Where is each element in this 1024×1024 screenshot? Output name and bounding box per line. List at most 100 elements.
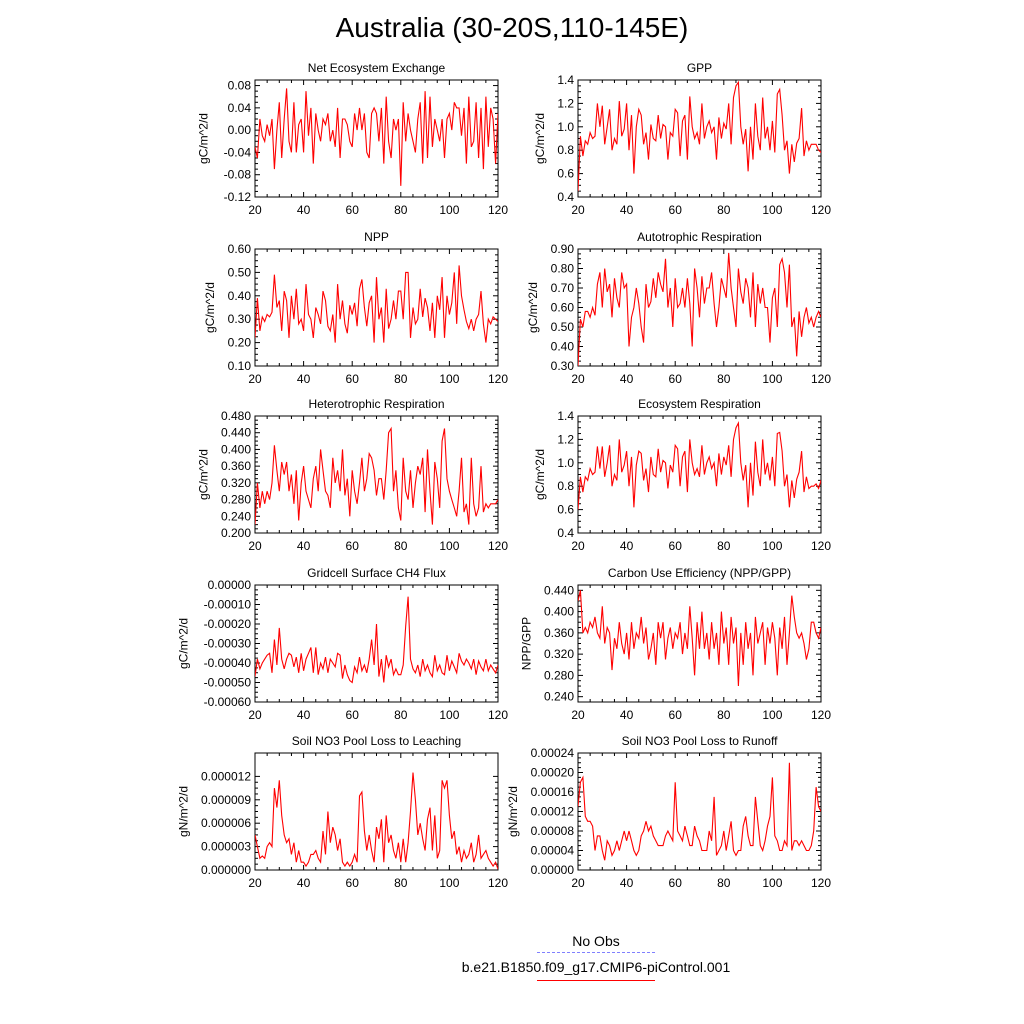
x-tick-label: 60 — [669, 876, 683, 890]
plot-frame — [577, 248, 822, 367]
y-tick-label: 0.000003 — [201, 840, 251, 854]
figure-title: Australia (30-20S,110-145E) — [335, 12, 689, 43]
y-tick-label: 0.480 — [221, 409, 251, 423]
y-tick-label: 0.000000 — [201, 863, 251, 877]
x-tick-label: 40 — [297, 708, 311, 722]
y-tick-label: 0.00000 — [531, 863, 575, 877]
panel-ecosystem-respiration: Ecosystem Respiration 20 40 60 80 100 120 0.4 0.… — [533, 397, 831, 553]
y-tick-label: 0.240 — [221, 509, 251, 523]
y-tick-label: 1.2 — [557, 432, 574, 446]
y-tick-label: 0.08 — [228, 79, 252, 93]
plot-frame — [254, 584, 499, 703]
x-tick-label: 20 — [571, 372, 585, 386]
y-tick-label: 0.40 — [228, 289, 252, 303]
y-axis-label: gC/m^2/d — [197, 449, 211, 500]
series-line — [255, 596, 498, 684]
x-tick-label: 40 — [297, 539, 311, 553]
x-tick-label: 100 — [762, 203, 782, 217]
panel-title: Soil NO3 Pool Loss to Leaching — [292, 734, 461, 748]
y-tick-label: 0.000012 — [201, 769, 251, 783]
x-tick-label: 120 — [811, 539, 831, 553]
panel-title: NPP — [364, 230, 389, 244]
y-tick-label: 0.8 — [557, 479, 574, 493]
x-tick-label: 20 — [248, 203, 262, 217]
y-tick-label: 0.6 — [557, 167, 574, 181]
x-tick-label: 40 — [620, 708, 634, 722]
y-tick-label: -0.12 — [224, 190, 252, 204]
x-tick-label: 40 — [620, 539, 634, 553]
x-tick-label: 60 — [346, 708, 360, 722]
y-axis-label: gC/m^2/d — [176, 618, 190, 669]
y-tick-label: 0.440 — [544, 583, 574, 597]
x-tick-label: 80 — [717, 539, 731, 553]
series-line — [578, 252, 821, 366]
y-axis-label: gC/m^2/d — [526, 282, 540, 333]
y-axis-label: gN/m^2/d — [506, 786, 520, 837]
x-tick-label: 80 — [394, 708, 408, 722]
x-tick-label: 20 — [248, 539, 262, 553]
y-axis-label: NPP/GPP — [520, 617, 534, 670]
x-tick-label: 80 — [394, 539, 408, 553]
x-tick-label: 80 — [717, 876, 731, 890]
x-tick-label: 100 — [439, 203, 459, 217]
x-tick-label: 60 — [346, 876, 360, 890]
y-tick-label: 0.10 — [228, 359, 252, 373]
legend-entry-model: b.e21.B1850.f09_g17.CMIP6-piControl.001 — [456, 958, 736, 981]
x-tick-label: 60 — [346, 203, 360, 217]
x-tick-label: 100 — [762, 372, 782, 386]
x-tick-label: 120 — [488, 372, 508, 386]
y-tick-label: 1.4 — [557, 73, 574, 87]
panel-title: Gridcell Surface CH4 Flux — [307, 566, 446, 580]
panel-title: Soil NO3 Pool Loss to Runoff — [622, 734, 779, 748]
y-tick-label: 0.240 — [544, 690, 574, 704]
x-tick-label: 100 — [762, 539, 782, 553]
plot-frame — [577, 752, 822, 871]
y-tick-label: 0.30 — [228, 312, 252, 326]
y-tick-label: 0.40 — [551, 340, 575, 354]
y-tick-label: 1.0 — [557, 120, 574, 134]
x-tick-label: 40 — [297, 372, 311, 386]
panel-autotrophic-respiration: Autotrophic Respiration 20 40 60 80 100 120 0.3… — [526, 230, 831, 386]
x-tick-label: 100 — [439, 876, 459, 890]
x-tick-label: 20 — [571, 876, 585, 890]
x-tick-label: 60 — [669, 203, 683, 217]
y-tick-label: 0.280 — [221, 493, 251, 507]
x-tick-label: 80 — [717, 708, 731, 722]
y-tick-label: 0.360 — [221, 459, 251, 473]
y-tick-label: 0.440 — [221, 426, 251, 440]
y-tick-label: 0.000009 — [201, 793, 251, 807]
y-tick-label: -0.00040 — [204, 656, 252, 670]
legend-entry-no-obs: No Obs — [456, 932, 736, 953]
y-tick-label: 0.400 — [221, 442, 251, 456]
y-tick-label: 0.320 — [544, 647, 574, 661]
x-tick-label: 120 — [811, 876, 831, 890]
x-tick-label: 40 — [620, 203, 634, 217]
panel-gridcell-surface-ch4-flux: Gridcell Surface CH4 Flux 20 40 60 80 100 120 -… — [176, 566, 508, 722]
y-tick-label: 0.4 — [557, 190, 574, 204]
x-tick-label: 20 — [248, 372, 262, 386]
y-tick-label: 1.0 — [557, 456, 574, 470]
series-line — [255, 426, 498, 525]
y-tick-label: 0.4 — [557, 526, 574, 540]
y-tick-label: 0.00 — [228, 123, 252, 137]
y-tick-label: 0.60 — [551, 301, 575, 315]
plot-frame — [254, 248, 499, 367]
x-tick-label: 80 — [394, 203, 408, 217]
x-tick-label: 120 — [488, 876, 508, 890]
y-tick-label: -0.04 — [224, 145, 252, 159]
series-line — [578, 420, 821, 510]
series-line — [255, 772, 498, 870]
legend-swatch-no-obs — [537, 952, 655, 953]
legend-label-model: b.e21.B1850.f09_g17.CMIP6-piControl.001 — [461, 959, 731, 975]
x-tick-label: 80 — [717, 372, 731, 386]
panel-title: GPP — [687, 61, 712, 75]
x-tick-label: 120 — [811, 372, 831, 386]
panel-heterotrophic-respiration: Heterotrophic Respiration 20 40 60 80 100 120 0… — [197, 397, 509, 553]
y-tick-label: 0.50 — [551, 320, 575, 334]
series-line — [578, 590, 821, 687]
x-tick-label: 100 — [762, 708, 782, 722]
y-tick-label: 1.4 — [557, 409, 574, 423]
y-axis-label: gN/m^2/d — [176, 786, 190, 837]
y-tick-label: 0.400 — [544, 605, 574, 619]
